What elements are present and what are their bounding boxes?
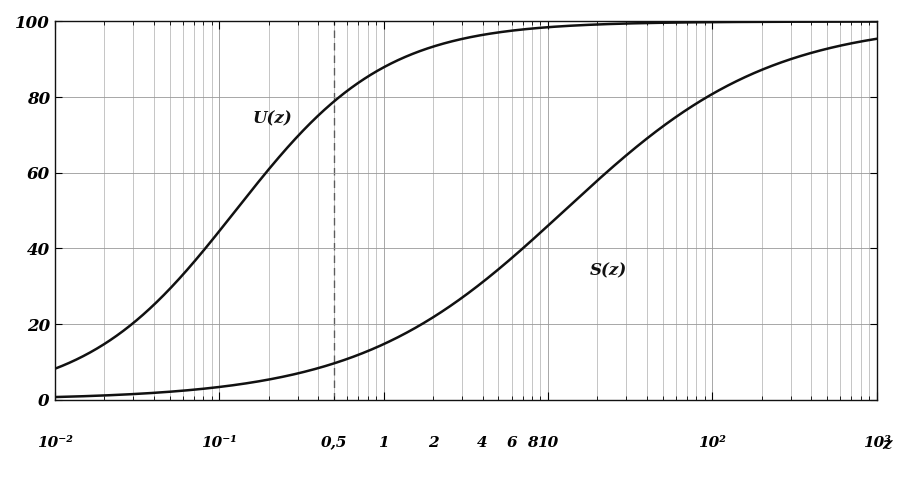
Text: S(z): S(z) (590, 262, 627, 279)
Text: U(z): U(z) (253, 111, 293, 127)
Text: 10³: 10³ (863, 436, 891, 450)
Text: 10⁻²: 10⁻² (37, 436, 72, 450)
Text: 1: 1 (378, 436, 389, 450)
Text: 10: 10 (537, 436, 559, 450)
Text: 6: 6 (506, 436, 516, 450)
Text: 0,5: 0,5 (321, 436, 347, 450)
Text: 8: 8 (526, 436, 537, 450)
Text: 10⁻¹: 10⁻¹ (201, 436, 237, 450)
Text: 4: 4 (477, 436, 487, 450)
Text: 2: 2 (428, 436, 439, 450)
Text: 10²: 10² (699, 436, 727, 450)
Text: z: z (882, 436, 892, 453)
